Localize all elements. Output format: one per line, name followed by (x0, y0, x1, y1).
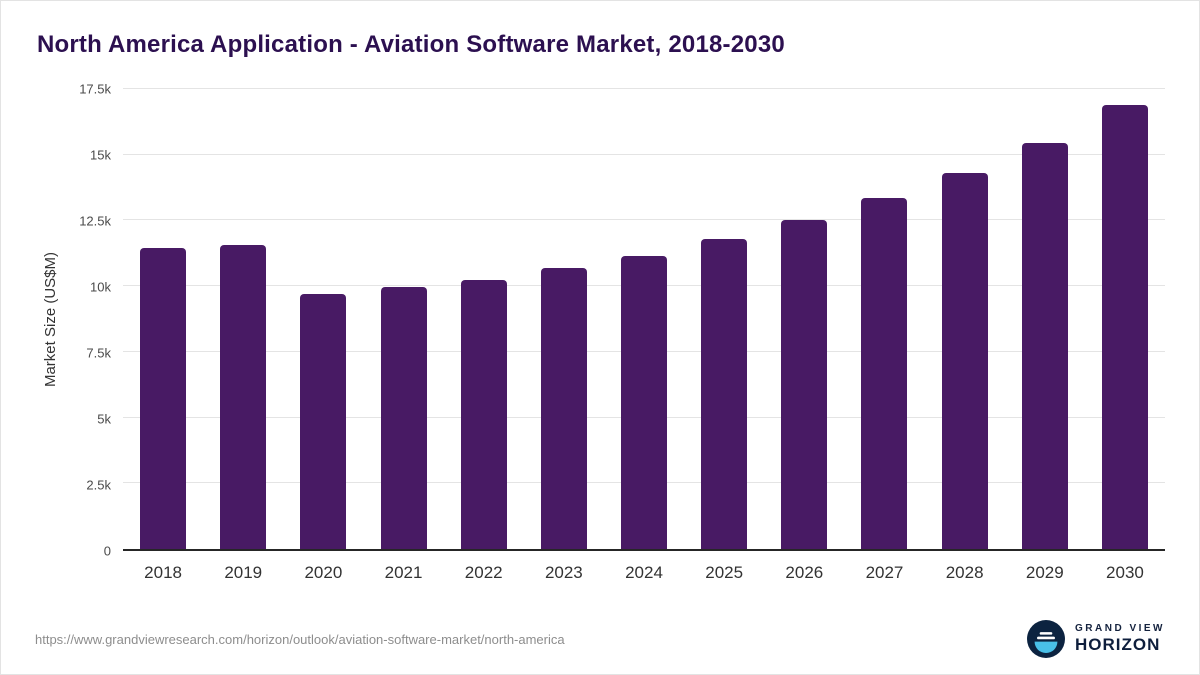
y-tick-label: 0 (103, 543, 111, 559)
x-tick-label: 2018 (144, 563, 182, 582)
y-tick-label: 2.5k (86, 477, 111, 493)
bar-slot (203, 89, 283, 549)
bar-slot (444, 89, 524, 549)
chart-title: North America Application - Aviation Sof… (37, 31, 785, 58)
x-tick-label: 2025 (705, 563, 744, 582)
y-axis-ticks: 0 2.5k 5k 7.5k 10k 12.5k 15k 17.5k (65, 82, 123, 559)
x-axis-labels: 2018 2019 2020 2021 2022 2023 2024 2025 2026 2027… (123, 563, 1165, 583)
bar-2018[interactable] (140, 248, 187, 549)
x-tick-label: 2021 (384, 563, 423, 582)
bar-2028[interactable] (941, 173, 988, 549)
bar-slot (524, 89, 604, 549)
gridline (123, 153, 1165, 155)
bar-chart: Market Size (US$M) 0 2.5k 5k 7.5k 10k 12.5k 15… (35, 82, 1165, 559)
bar-2025[interactable] (701, 238, 748, 549)
bar-slot (283, 89, 363, 549)
x-tick-label: 2029 (1025, 563, 1064, 582)
y-axis-label: Market Size (US$M) (41, 252, 59, 388)
bar-slot (1005, 89, 1085, 549)
source-url: https://www.grandviewresearch.com/horizo… (35, 631, 565, 647)
x-tick-label: 2024 (625, 563, 663, 582)
logo-text-top: GRAND VIEW (1075, 623, 1165, 635)
x-tick-label: 2023 (544, 563, 583, 582)
bar-2020[interactable] (300, 294, 347, 549)
bar-2021[interactable] (380, 287, 427, 549)
y-axis-label-container: Market Size (US$M) (35, 89, 65, 551)
x-tick-label: 2027 (865, 563, 904, 582)
x-tick-label: 2026 (785, 563, 824, 582)
x-tick-label: 2019 (224, 563, 263, 582)
bar-2024[interactable] (621, 255, 668, 549)
bar-2029[interactable] (1021, 142, 1068, 549)
y-tick-label: 12.5k (79, 213, 111, 229)
y-tick-label: 10k (90, 279, 111, 295)
x-tick-label: 2030 (1106, 563, 1144, 582)
bar-2019[interactable] (220, 245, 267, 549)
logo-text: GRAND VIEW HORIZON (1075, 623, 1165, 654)
bars-container (123, 89, 1165, 549)
gridline (123, 219, 1165, 221)
bar-2027[interactable] (861, 198, 908, 549)
bar-slot (1085, 89, 1165, 549)
bar-2022[interactable] (460, 279, 507, 549)
bar-slot (363, 89, 443, 549)
x-tick-label: 2020 (304, 563, 343, 582)
y-tick-label: 15k (90, 147, 111, 163)
plot-area (123, 88, 1165, 551)
bar-2030[interactable] (1101, 104, 1148, 549)
bar-slot (764, 89, 844, 549)
bar-slot (123, 89, 203, 549)
x-tick-label: 2028 (945, 563, 984, 582)
bar-slot (604, 89, 684, 549)
bar-slot (684, 89, 764, 549)
gridline (123, 88, 1165, 89)
x-tick-label: 2022 (464, 563, 503, 582)
logo-text-bottom: HORIZON (1075, 634, 1161, 654)
horizon-logo-icon (1027, 620, 1065, 658)
y-tick-label: 17.5k (79, 81, 111, 97)
grand-view-horizon-logo: GRAND VIEW HORIZON (1027, 620, 1165, 658)
footer: https://www.grandviewresearch.com/horizo… (35, 620, 1165, 658)
bar-2026[interactable] (781, 220, 828, 549)
bar-2023[interactable] (540, 267, 587, 549)
y-tick-label: 5k (97, 411, 111, 427)
y-tick-label: 7.5k (86, 345, 111, 361)
bar-slot (925, 89, 1005, 549)
bar-slot (844, 89, 924, 549)
